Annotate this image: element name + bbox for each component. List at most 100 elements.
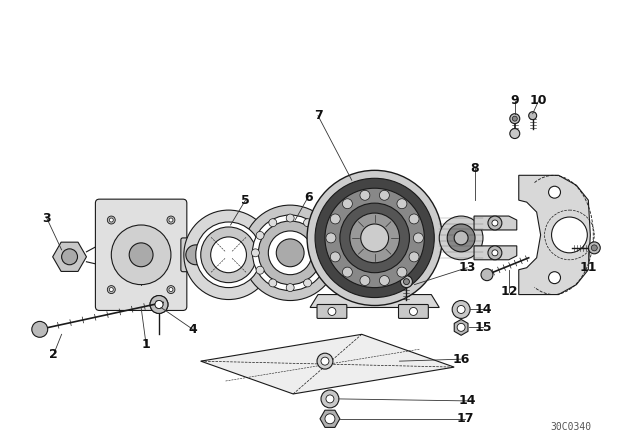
FancyBboxPatch shape: [399, 305, 428, 319]
Circle shape: [321, 390, 339, 408]
Circle shape: [303, 219, 312, 227]
Text: 7: 7: [314, 109, 323, 122]
Circle shape: [326, 395, 334, 403]
Circle shape: [350, 213, 399, 263]
Polygon shape: [310, 294, 439, 307]
Circle shape: [286, 284, 294, 292]
Circle shape: [211, 237, 246, 273]
Text: 12: 12: [500, 285, 518, 298]
Circle shape: [129, 243, 153, 267]
Circle shape: [454, 231, 468, 245]
Circle shape: [481, 269, 493, 280]
Circle shape: [325, 188, 424, 288]
Circle shape: [169, 218, 173, 222]
Circle shape: [342, 267, 353, 277]
Circle shape: [380, 190, 389, 200]
Text: 1: 1: [141, 338, 150, 351]
Circle shape: [492, 250, 498, 256]
Circle shape: [269, 279, 276, 287]
Circle shape: [150, 296, 168, 314]
Circle shape: [380, 276, 389, 285]
Circle shape: [342, 199, 353, 209]
Circle shape: [403, 279, 410, 284]
Circle shape: [155, 301, 163, 309]
FancyBboxPatch shape: [181, 238, 203, 271]
Text: 11: 11: [580, 261, 597, 274]
Circle shape: [108, 216, 115, 224]
Circle shape: [447, 224, 475, 252]
Circle shape: [155, 301, 163, 309]
Circle shape: [108, 286, 115, 293]
Circle shape: [256, 232, 264, 239]
Circle shape: [201, 227, 257, 283]
Circle shape: [303, 279, 312, 287]
Circle shape: [259, 221, 322, 284]
Text: 14: 14: [474, 303, 492, 316]
Text: 9: 9: [511, 94, 519, 107]
Text: 16: 16: [452, 353, 470, 366]
Circle shape: [340, 203, 410, 273]
Text: 3: 3: [42, 211, 51, 224]
Text: 6: 6: [304, 191, 312, 204]
Circle shape: [276, 239, 304, 267]
Circle shape: [307, 170, 442, 306]
Text: 17: 17: [456, 412, 474, 425]
Circle shape: [529, 112, 537, 120]
Circle shape: [457, 306, 465, 314]
Circle shape: [150, 296, 168, 314]
Text: 14: 14: [458, 394, 476, 407]
Circle shape: [316, 232, 324, 239]
Circle shape: [169, 288, 173, 292]
Circle shape: [321, 249, 329, 257]
Circle shape: [330, 252, 340, 262]
Circle shape: [510, 129, 520, 138]
Circle shape: [321, 357, 329, 365]
Circle shape: [409, 252, 419, 262]
Circle shape: [413, 233, 423, 243]
Circle shape: [510, 114, 520, 124]
FancyBboxPatch shape: [95, 199, 187, 310]
Polygon shape: [474, 216, 516, 230]
Circle shape: [256, 266, 264, 274]
Text: 10: 10: [530, 94, 547, 107]
Circle shape: [32, 321, 48, 337]
Text: 5: 5: [241, 194, 250, 207]
Circle shape: [397, 267, 407, 277]
Text: 4: 4: [188, 323, 197, 336]
Circle shape: [317, 353, 333, 369]
Text: 13: 13: [458, 261, 476, 274]
Circle shape: [111, 225, 171, 284]
Circle shape: [269, 219, 276, 227]
Circle shape: [492, 220, 498, 226]
Circle shape: [268, 231, 312, 275]
Circle shape: [186, 245, 205, 265]
Circle shape: [457, 323, 465, 332]
Circle shape: [109, 218, 113, 222]
Circle shape: [252, 249, 259, 257]
Circle shape: [410, 307, 417, 315]
Polygon shape: [454, 319, 468, 335]
Circle shape: [548, 186, 561, 198]
Circle shape: [361, 224, 388, 252]
Circle shape: [452, 301, 470, 319]
Circle shape: [196, 222, 261, 288]
Circle shape: [512, 116, 517, 121]
Circle shape: [328, 307, 336, 315]
Text: 2: 2: [49, 348, 58, 361]
Circle shape: [488, 246, 502, 260]
Circle shape: [167, 216, 175, 224]
Polygon shape: [474, 246, 516, 260]
Text: 8: 8: [471, 162, 479, 175]
Circle shape: [409, 214, 419, 224]
Circle shape: [488, 216, 502, 230]
Text: 30C0340: 30C0340: [550, 422, 591, 432]
Circle shape: [325, 414, 335, 424]
Circle shape: [167, 286, 175, 293]
Circle shape: [243, 205, 338, 301]
Circle shape: [316, 266, 324, 274]
Circle shape: [401, 276, 412, 288]
Circle shape: [252, 215, 328, 291]
Circle shape: [326, 233, 336, 243]
Polygon shape: [519, 175, 590, 294]
Circle shape: [552, 217, 588, 253]
